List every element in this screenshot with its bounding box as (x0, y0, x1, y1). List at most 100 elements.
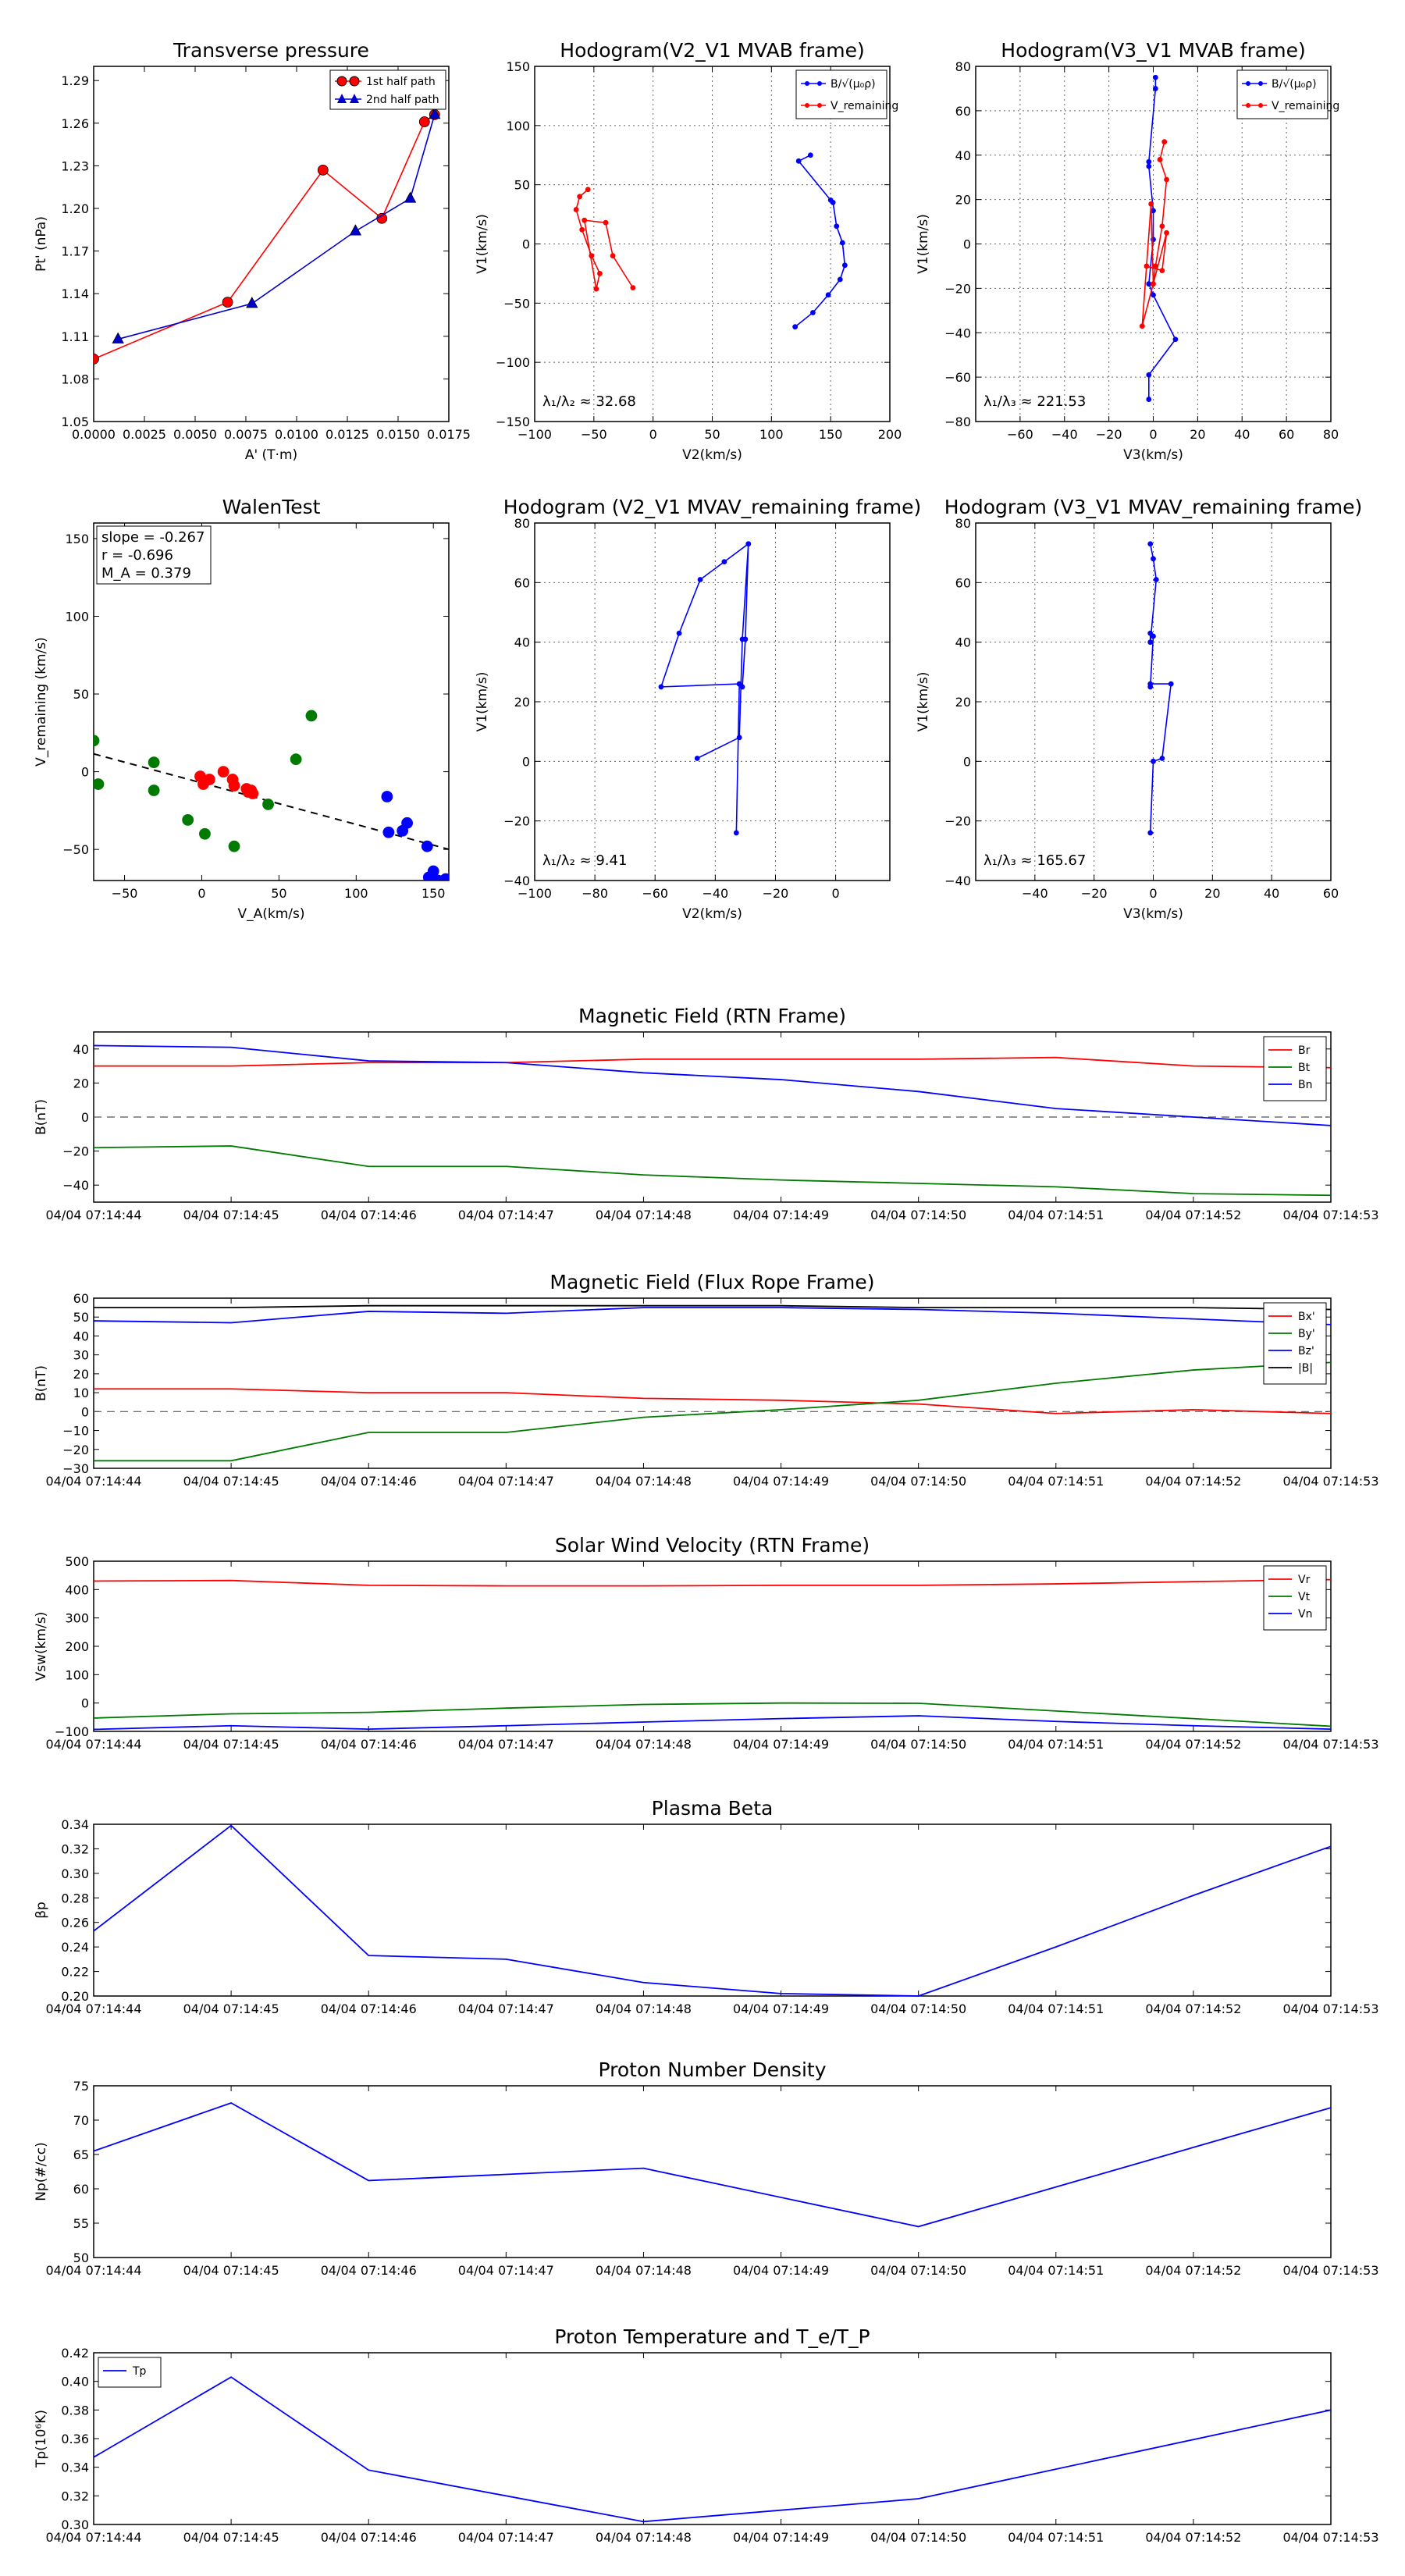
y-tick-label: 1.11 (61, 329, 89, 344)
data-point (305, 710, 318, 722)
mag_rtn-legend: Br Bt Bn (1263, 1036, 1327, 1101)
h3-plot-frame (534, 522, 891, 881)
legend-box (98, 2357, 162, 2388)
data-point (1172, 336, 1179, 343)
y-tick-label: 50 (73, 2250, 89, 2265)
y-tick-label: 30 (73, 1348, 89, 1363)
x-tick-label: 04/04 07:14:48 (596, 1737, 692, 1752)
x-tick-label: 0 (1149, 886, 1157, 901)
y-tick-label: 65 (73, 2147, 89, 2162)
vsw-legend: Vr Vt Vn (1263, 1565, 1327, 1631)
data-point (721, 559, 727, 565)
y-tick-label: 60 (73, 1291, 89, 1306)
legend-box (329, 69, 446, 110)
y-tick-label: −10 (62, 1424, 89, 1439)
y-tick-label: 0 (81, 765, 89, 780)
x-tick-label: −40 (1051, 427, 1078, 442)
beta-plot-frame (93, 1823, 1332, 1997)
data-point (597, 271, 603, 276)
chart-title: Magnetic Field (Flux Rope Frame) (550, 1271, 874, 1293)
x-tick-label: −40 (702, 886, 728, 901)
x-tick-label: 04/04 07:14:52 (1145, 1474, 1241, 1489)
y-tick-label: 20 (955, 695, 971, 710)
tp2-chart: 04/04 07:14:44 04/04 07:14:45 04/04 07:14:… (34, 2325, 1379, 2545)
data-point (1151, 633, 1156, 639)
data-point (199, 827, 211, 840)
data-point (834, 223, 840, 229)
stats-box (96, 525, 212, 585)
y-tick-label: 0.36 (61, 2432, 89, 2446)
y-tick-label: 0 (522, 237, 530, 252)
h4-eigen-ratio: λ₁/λ₃ ≈ 165.67 (984, 852, 1086, 869)
y-tick-label: 0.22 (61, 1965, 89, 1980)
x-tick-label: 04/04 07:14:51 (1008, 2001, 1104, 2016)
y-tick-label: 50 (73, 687, 89, 702)
x-tick-label: 04/04 07:14:44 (45, 2530, 141, 2545)
data-point (736, 681, 742, 687)
x-tick-label: 0.0175 (427, 427, 471, 442)
y-tick-label: 0 (963, 237, 971, 252)
data-point (1146, 372, 1152, 378)
x-tick-label: 04/04 07:14:47 (458, 2001, 554, 2016)
y-tick-label: 1.05 (61, 415, 89, 429)
x-tick-label: 04/04 07:14:45 (183, 1208, 279, 1222)
x-tick-label: −100 (518, 427, 552, 442)
y-tick-label: 70 (73, 2113, 89, 2128)
y-tick-label: 0.38 (61, 2403, 89, 2418)
y-axis-label: V1(km/s) (916, 672, 931, 732)
data-point (439, 873, 449, 881)
x-tick-label: 04/04 07:14:44 (45, 2001, 141, 2016)
x-tick-label: 100 (344, 886, 368, 901)
stats-line: r = -0.696 (101, 547, 173, 564)
x-tick-label: 04/04 07:14:49 (733, 1737, 829, 1752)
x-tick-label: 04/04 07:14:45 (183, 1737, 279, 1752)
y-tick-label: −20 (503, 814, 530, 829)
x-tick-label: 100 (759, 427, 784, 442)
legend-marker (817, 81, 822, 86)
y-tick-label: 50 (73, 1310, 89, 1325)
data-point (427, 865, 439, 877)
y-tick-label: 0 (81, 1404, 89, 1419)
legend-label: V_remaining (831, 100, 898, 112)
y-tick-label: 500 (65, 1554, 89, 1569)
h1-chart: −100 −50 0 50 100 150 200−150−100−50050100150H… (475, 39, 902, 463)
data-point (573, 207, 579, 212)
data-point (421, 840, 433, 852)
y-tick-label: 0.40 (61, 2375, 89, 2389)
data-point (1144, 263, 1150, 269)
data-point (404, 191, 417, 203)
x-tick-label: −50 (112, 886, 138, 901)
x-tick-label: −80 (582, 886, 608, 901)
y-tick-label: 1.08 (61, 372, 89, 386)
data-point (1157, 157, 1163, 162)
chart-title: Transverse pressure (173, 39, 369, 62)
chart-title: Hodogram (V2_V1 MVAV_remaining frame) (503, 496, 922, 518)
y-tick-label: 400 (65, 1582, 89, 1597)
x-tick-label: 04/04 07:14:47 (458, 1208, 554, 1222)
x-tick-label: 04/04 07:14:48 (596, 2263, 692, 2278)
y-tick-label: 1.14 (61, 286, 89, 301)
data-point (1139, 323, 1145, 329)
y-tick-label: −50 (503, 296, 530, 311)
data-point (262, 799, 274, 810)
y-tick-label: 300 (65, 1611, 89, 1626)
data-point (1146, 397, 1152, 402)
tp2-plot-frame (93, 2352, 1332, 2525)
y-tick-label: −40 (503, 873, 530, 888)
data-point (807, 152, 813, 158)
data-point (1147, 830, 1154, 836)
y-tick-label: 0.32 (61, 1841, 89, 1856)
y-tick-label: 150 (506, 59, 530, 74)
legend-label: V_remaining (1272, 100, 1339, 112)
data-point (217, 766, 229, 778)
x-tick-label: 0 (1149, 427, 1157, 442)
x-tick-label: 40 (1234, 427, 1250, 442)
x-tick-label: 04/04 07:14:49 (733, 2001, 829, 2016)
legend-marker (337, 94, 347, 103)
y-axis-label: Pt' (nPa) (34, 216, 49, 272)
legend-marker (817, 103, 822, 108)
y-tick-label: 1.17 (61, 244, 89, 259)
x-tick-label: 04/04 07:14:46 (321, 1737, 417, 1752)
data-point (246, 297, 258, 308)
